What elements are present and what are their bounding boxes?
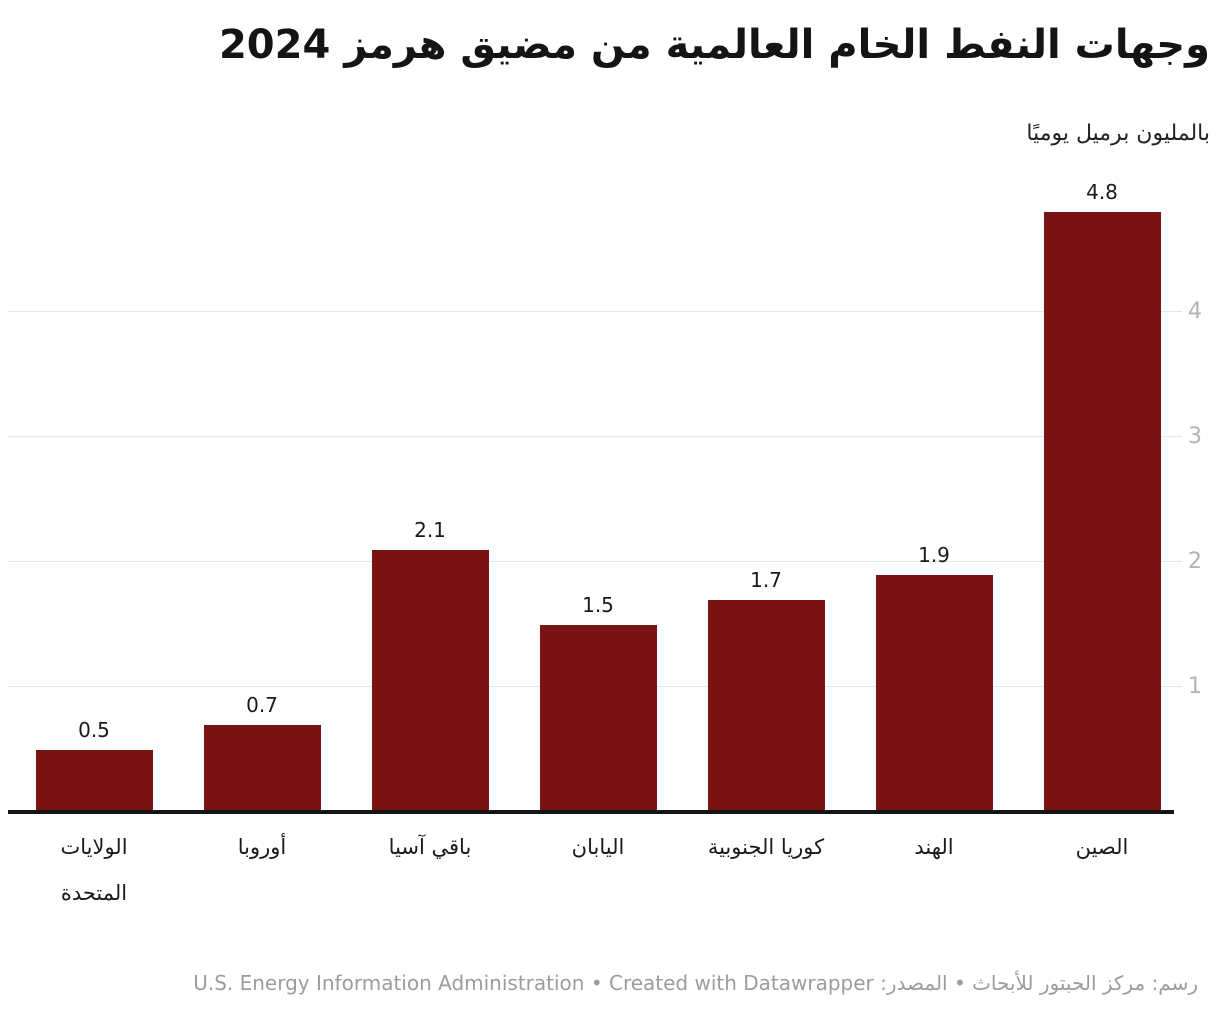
x-axis-category-label-2: باقي آسيا xyxy=(388,835,472,859)
x-axis-category-label-6: الصين xyxy=(1075,835,1129,859)
bar-4 xyxy=(707,599,825,812)
y-axis-tick-label-3: 3 xyxy=(1188,424,1202,449)
x-axis-category-label-0: الولايات المتحدة xyxy=(60,835,128,905)
bar-value-label-6: 4.8 xyxy=(1086,180,1118,204)
bar-0 xyxy=(35,749,153,812)
gridline-y-2 xyxy=(8,561,1182,562)
bar-chart-plot-area: 1 2 3 4 0.5 الولايات المتحدة 0.7 أوروبا 2.1 باقي … xyxy=(8,172,1202,905)
bar-5 xyxy=(875,574,993,812)
bar-value-label-3: 1.5 xyxy=(582,592,614,617)
x-axis-category-label-3: اليابان xyxy=(571,835,625,859)
bar-value-label-2: 2.1 xyxy=(414,517,446,542)
bar-value-label-5: 1.9 xyxy=(918,542,950,567)
y-axis-tick-label-1: 1 xyxy=(1188,674,1202,699)
x-axis-category-label-5: الهند xyxy=(914,835,954,859)
x-axis-category-label-4: كوريا الجنوبية xyxy=(707,835,825,859)
bar-2 xyxy=(371,549,489,812)
gridline-y-4 xyxy=(8,311,1182,312)
bar-value-label-0: 0.5 xyxy=(78,717,110,742)
chart-title: وجهات النفط الخام العالمية من مضيق هرمز … xyxy=(218,22,1211,68)
chart-footer-attribution: رسم: مركز الحبتور للأبحاث • المصدر: U.S.… xyxy=(193,971,1198,995)
bar-value-label-1: 0.7 xyxy=(246,692,278,717)
x-axis-line xyxy=(8,810,1174,814)
bar-value-label-4: 1.7 xyxy=(750,567,782,592)
gridline-y-3 xyxy=(8,436,1182,437)
bar-6 xyxy=(1043,212,1161,812)
y-axis-tick-label-2: 2 xyxy=(1188,549,1202,574)
bar-1 xyxy=(203,724,321,812)
bar-3 xyxy=(539,624,657,812)
x-axis-category-label-1: أوروبا xyxy=(237,835,287,859)
y-axis-tick-label-4: 4 xyxy=(1188,299,1202,324)
chart-subtitle: بالمليون برميل يوميًا xyxy=(1026,121,1210,146)
